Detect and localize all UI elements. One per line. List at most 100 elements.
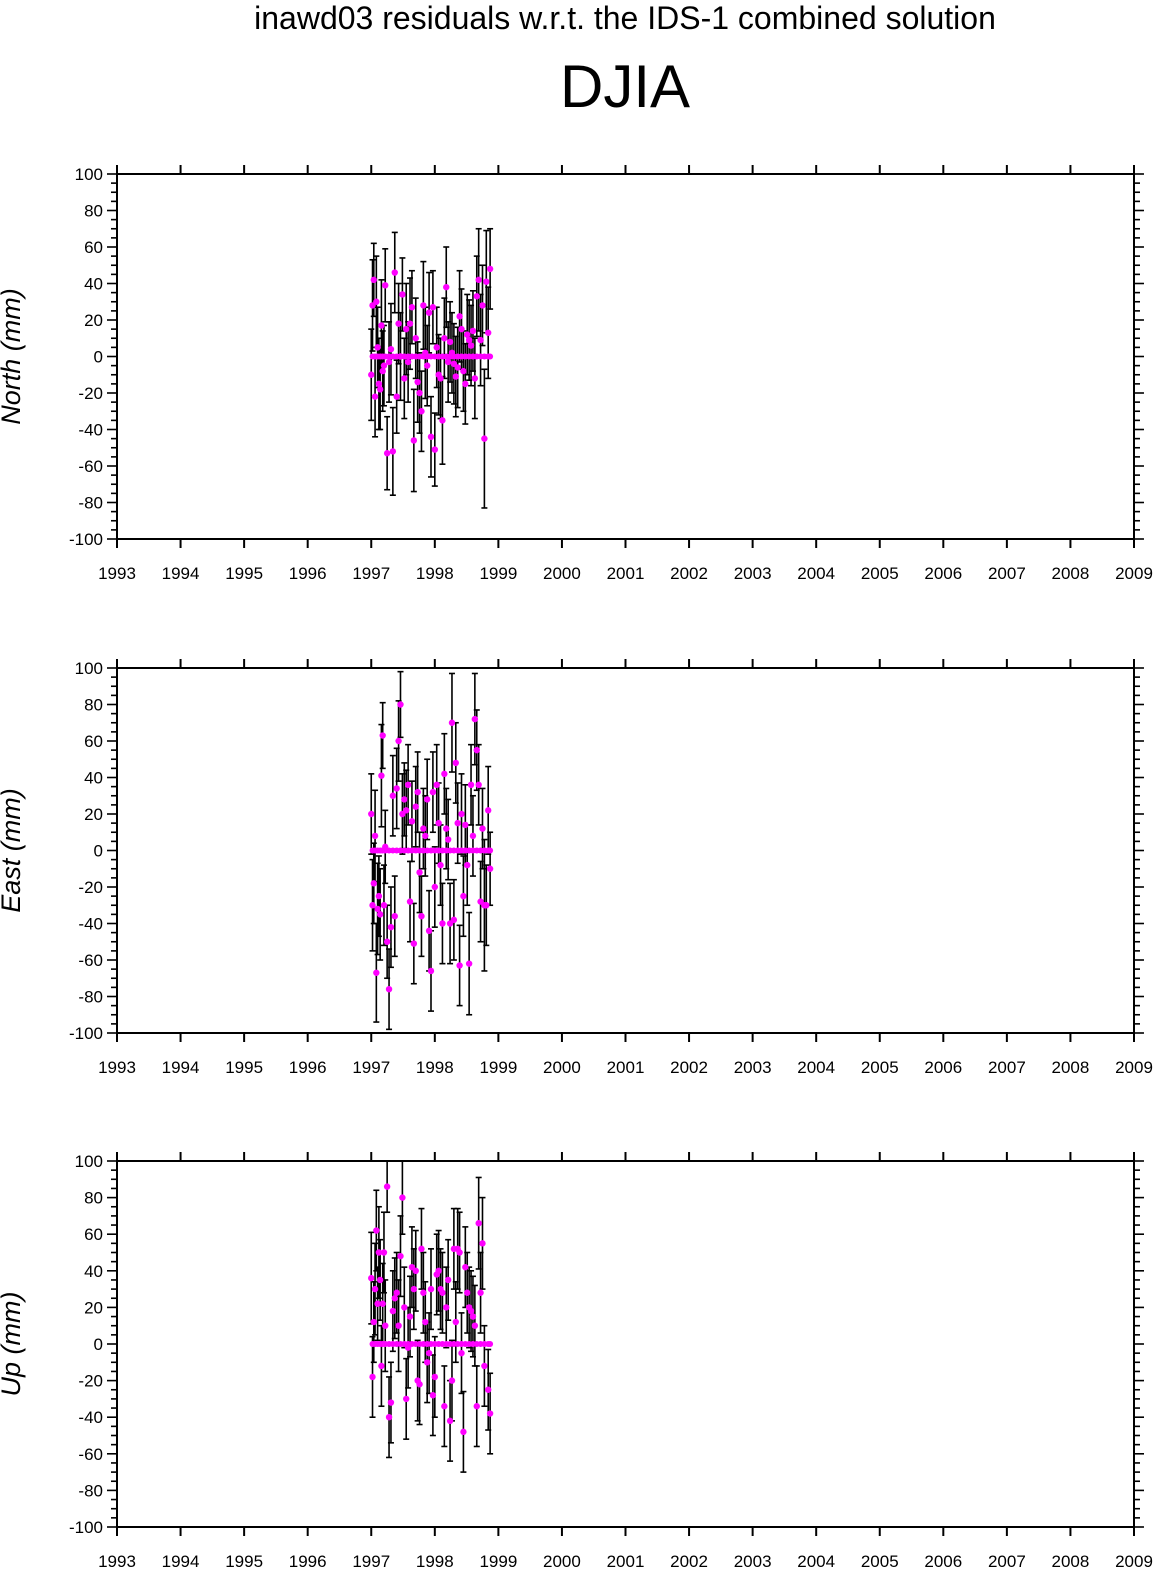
data-point <box>393 393 400 400</box>
x-tick-label: 1995 <box>225 1552 263 1571</box>
x-tick-label: 1999 <box>479 564 517 583</box>
data-point <box>437 375 444 382</box>
y-tick-label: 0 <box>94 1335 103 1354</box>
data-point <box>404 358 412 366</box>
data-point <box>469 1313 477 1320</box>
data-point <box>471 715 479 723</box>
y-tick-label: -80 <box>78 1481 103 1500</box>
data-point <box>382 843 389 851</box>
data-point <box>420 1289 427 1296</box>
y-tick-label: -60 <box>78 1445 103 1464</box>
y-tick-label: -20 <box>78 384 103 403</box>
y-tick-label: 100 <box>75 1152 103 1171</box>
x-tick-label: 2004 <box>797 1552 835 1571</box>
data-point <box>441 335 448 342</box>
data-point <box>403 807 410 814</box>
data-point <box>408 304 416 311</box>
y-tick-label: 40 <box>84 1262 103 1281</box>
y-tick-label: 60 <box>84 732 103 751</box>
x-tick-label: 1997 <box>352 1058 390 1077</box>
data-point <box>475 781 482 788</box>
data-point <box>454 819 461 827</box>
panel-east: 1993 1994 1995 1996 1997 1998 1999 2000 2001 2002… <box>0 659 1153 1077</box>
x-tick-label: 1998 <box>416 564 454 583</box>
data-point <box>473 293 480 300</box>
y-tick-label: 20 <box>84 805 103 824</box>
data-point <box>416 869 423 876</box>
data-point <box>464 861 471 869</box>
data-point <box>452 1318 459 1326</box>
x-tick-label: 2000 <box>543 1058 581 1077</box>
data-point <box>456 313 463 320</box>
data-point <box>389 448 397 455</box>
y-tick-label: -60 <box>78 951 103 970</box>
y-tick-label: 0 <box>94 842 103 861</box>
x-tick-label: 1996 <box>289 1058 327 1077</box>
data-point <box>414 378 421 386</box>
x-tick-label: 2008 <box>1052 564 1090 583</box>
data-point <box>378 322 385 329</box>
data-point <box>431 883 439 891</box>
data-point <box>444 836 452 843</box>
data-point <box>395 737 402 745</box>
x-tick-label: 2009 <box>1115 1552 1153 1571</box>
data-point <box>439 1289 446 1296</box>
data-point <box>486 1410 494 1417</box>
data-point <box>431 446 439 453</box>
data-point <box>383 1183 391 1190</box>
data-point <box>485 329 492 336</box>
y-tick-label: 80 <box>84 696 103 715</box>
data-point <box>444 1276 452 1284</box>
y-tick-label: -100 <box>69 1518 103 1537</box>
data-point <box>406 898 414 905</box>
x-tick-label: 2001 <box>607 1058 645 1077</box>
data-point <box>406 1313 414 1320</box>
data-point <box>427 1285 435 1293</box>
x-tick-label: 2003 <box>734 1058 772 1077</box>
y-tick-label: -20 <box>78 878 103 897</box>
y-axis-label: East (mm) <box>0 788 26 913</box>
x-tick-label: 1999 <box>479 1058 517 1077</box>
data-point <box>397 701 404 708</box>
data-point <box>380 1249 388 1256</box>
data-point <box>439 920 446 927</box>
zero-marker <box>487 1341 494 1347</box>
data-point <box>375 1249 383 1256</box>
data-point <box>483 902 490 909</box>
data-point <box>382 282 389 289</box>
data-point <box>368 810 375 818</box>
data-point <box>422 1318 429 1326</box>
x-tick-label: 1994 <box>162 1552 200 1571</box>
data-point <box>391 1295 398 1302</box>
data-point <box>479 302 486 309</box>
data-point <box>448 349 456 357</box>
x-tick-label: 2008 <box>1052 1058 1090 1077</box>
data-point <box>423 362 431 369</box>
data-point <box>462 1263 469 1271</box>
data-point <box>460 892 467 900</box>
data-point <box>408 818 416 825</box>
data-point <box>469 832 477 840</box>
data-point <box>375 380 383 388</box>
data-point <box>410 437 418 444</box>
data-point <box>477 1289 484 1296</box>
data-point <box>404 1344 412 1351</box>
data-point <box>446 1417 454 1425</box>
data-point <box>486 865 494 872</box>
data-point <box>399 291 406 298</box>
y-tick-label: 20 <box>84 311 103 330</box>
y-tick-label: -100 <box>69 1024 103 1043</box>
data-point <box>467 342 475 349</box>
data-point <box>462 821 469 829</box>
x-tick-label: 2000 <box>543 1552 581 1571</box>
x-tick-label: 1998 <box>416 1552 454 1571</box>
data-point <box>486 265 494 273</box>
data-point <box>385 986 393 993</box>
data-point <box>460 1428 467 1436</box>
data-point <box>376 386 384 393</box>
data-point <box>416 389 423 397</box>
y-tick-label: -40 <box>78 915 103 934</box>
data-point <box>382 1322 389 1329</box>
x-tick-label: 1998 <box>416 1058 454 1077</box>
